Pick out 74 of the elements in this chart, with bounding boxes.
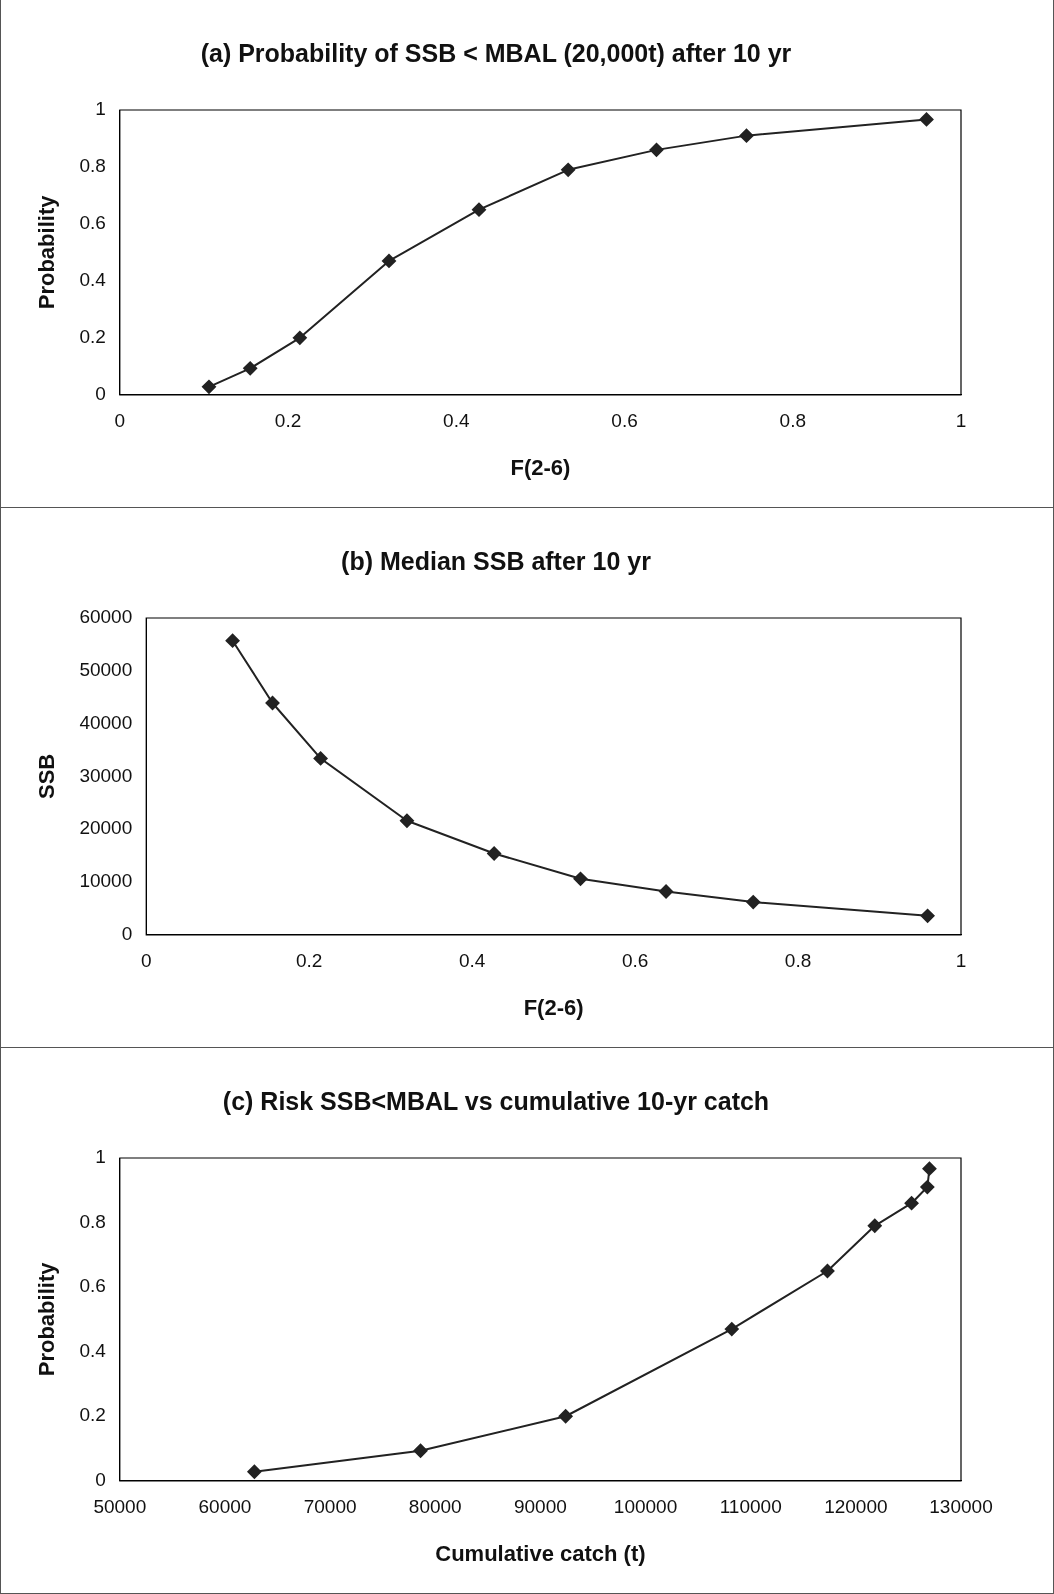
y-axis-title: Probability (34, 194, 60, 310)
y-tick-label: 30000 (79, 764, 133, 786)
y-axis-title: Probability (34, 1261, 60, 1377)
y-tick-label: 40000 (79, 711, 133, 733)
point (487, 846, 502, 861)
y-tick-label: 50000 (79, 659, 133, 681)
y-tick-label: 0.2 (79, 1404, 106, 1426)
x-tick-label: 60000 (198, 1496, 252, 1518)
point (243, 361, 258, 376)
point (413, 1443, 428, 1458)
point (381, 253, 396, 268)
y-tick-label: 0.8 (79, 1210, 106, 1232)
point (746, 895, 761, 910)
y-tick-label: 0.4 (79, 269, 107, 291)
point (561, 162, 576, 177)
x-tick-label: 0.4 (458, 950, 486, 972)
x-tick-label: 0.4 (443, 410, 470, 432)
x-tick-label: 1 (955, 410, 967, 432)
chart-title: (b) Median SSB after 10 yr (341, 546, 652, 575)
point (225, 633, 240, 648)
point (573, 871, 588, 886)
y-axis-title: SSB (34, 753, 60, 800)
x-tick-label: 0.8 (784, 950, 812, 972)
y-tick-label: 0 (121, 923, 133, 945)
y-tick-label: 0.6 (79, 1275, 106, 1297)
chart-title: (a) Probability of SSB < MBAL (20,000t) after 10 yr (200, 38, 792, 67)
x-tick-label: 130000 (929, 1496, 993, 1518)
point (558, 1409, 573, 1424)
point (247, 1464, 262, 1479)
point (919, 112, 934, 127)
point (292, 330, 307, 345)
y-tick-label: 60000 (79, 606, 133, 628)
x-tick-label: 0.2 (274, 410, 302, 432)
x-tick-label: 80000 (408, 1496, 462, 1518)
point (649, 142, 664, 157)
point (265, 696, 280, 711)
point (920, 908, 935, 923)
point (399, 813, 414, 828)
y-tick-label: 1 (95, 1146, 106, 1168)
y-tick-label: 10000 (79, 870, 133, 892)
x-tick-label: 0.8 (779, 410, 806, 432)
x-tick-label: 0 (140, 950, 152, 972)
point (920, 1180, 935, 1195)
x-tick-label: 110000 (719, 1496, 782, 1518)
point (659, 884, 674, 899)
x-axis-title: Cumulative catch (t) (435, 1540, 646, 1566)
x-tick-label: 70000 (303, 1496, 357, 1518)
point (472, 202, 486, 217)
y-tick-label: 0.6 (79, 212, 106, 234)
y-tick-label: 0.2 (79, 326, 106, 348)
point (867, 1218, 882, 1233)
y-tick-label: 0.4 (79, 1339, 107, 1361)
point (313, 751, 328, 766)
point (724, 1322, 739, 1337)
y-tick-label: 1 (95, 98, 106, 120)
y-tick-label: 0.8 (79, 155, 106, 177)
point (922, 1161, 937, 1176)
x-axis-title: F(2-6) (510, 454, 571, 480)
point (904, 1196, 919, 1211)
x-tick-label: 100000 (613, 1496, 678, 1518)
x-tick-label: 0.6 (621, 950, 649, 972)
x-tick-label: 1 (955, 950, 967, 972)
point (820, 1263, 835, 1278)
point (739, 128, 754, 143)
x-tick-label: 90000 (513, 1496, 567, 1518)
x-tick-label: 0.6 (611, 410, 638, 432)
x-axis-title: F(2-6) (523, 994, 584, 1020)
y-tick-label: 0 (95, 383, 106, 405)
y-tick-label: 20000 (79, 817, 133, 839)
chart-title: (c) Risk SSB<MBAL vs cumulative 10-yr catch (222, 1086, 770, 1115)
y-tick-label: 0 (95, 1469, 106, 1491)
point (201, 379, 216, 394)
x-tick-label: 0.2 (295, 950, 323, 972)
x-tick-label: 120000 (824, 1496, 888, 1518)
